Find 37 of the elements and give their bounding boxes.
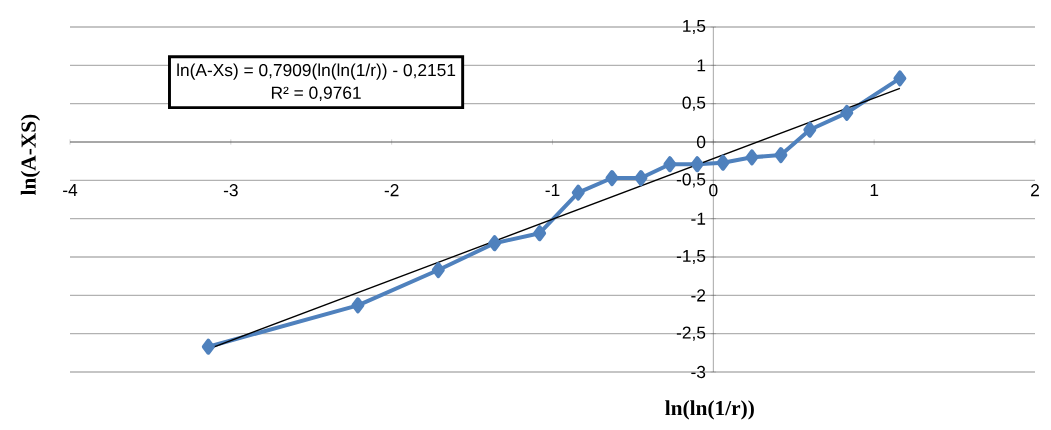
point [774,147,788,164]
point [803,121,817,138]
point [893,70,907,87]
y-tick-label: 1,5 [683,19,706,35]
point [488,235,502,252]
point [351,297,365,314]
y-tick-label: -1 [691,212,706,225]
x-tick-label: 1 [870,184,879,196]
x-tick-label: -1 [545,184,560,196]
y-tick-label: 1 [697,59,706,72]
y-tick-label: 0,5 [682,96,706,111]
x-tick-label: 0 [709,184,718,197]
annotation: ln(A-Xs) = 0,7909(ln(ln(1/r)) - 0,2151 [177,63,456,80]
point [690,156,704,173]
y-tick-label: -2,5 [676,326,706,341]
y-tick-label: -1,5 [676,249,706,265]
x-tick-label: 2 [1031,184,1039,197]
point [745,149,759,166]
y-tick-label: -0,5 [676,173,706,188]
x-tick-label: -2 [384,184,399,197]
point [431,262,445,279]
point [605,170,619,187]
annotation: R² = 0,9761 [271,86,361,101]
point [533,225,547,242]
point [634,170,648,187]
point [201,338,215,355]
x-tick-label: -4 [63,184,78,196]
point [840,104,854,121]
point [716,154,730,171]
y-tick-label: 0 [696,135,706,149]
y-tick-label: -2 [691,289,706,302]
x-tick-label: -3 [223,184,238,197]
x-axis-title: ln(ln(1/r)) [665,400,754,420]
point [571,184,585,201]
y-axis-title: ln(A-XS) [20,114,41,196]
y-tick-label: -3 [691,365,706,379]
point [663,156,677,173]
